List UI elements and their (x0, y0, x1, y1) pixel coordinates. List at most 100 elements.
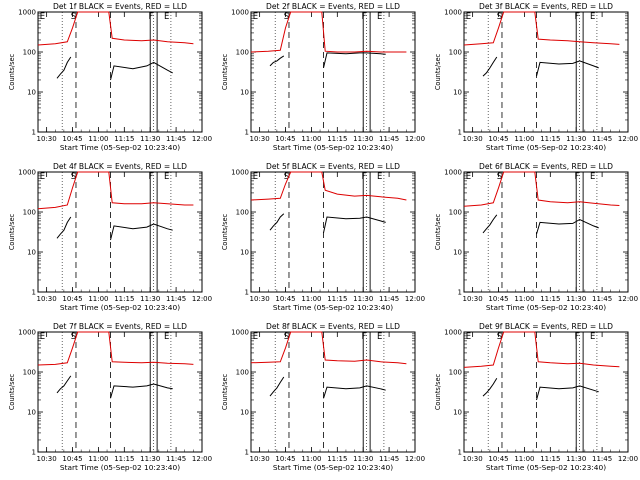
x-tick-label: 10:45 (275, 295, 295, 303)
x-tick-label: 12:00 (192, 455, 212, 463)
x-tick-label: 11:30 (353, 295, 373, 303)
region-label: E (377, 172, 382, 182)
x-tick-label: 11:45 (379, 455, 399, 463)
y-tick-label: 10 (240, 409, 249, 417)
x-tick-label: 11:45 (166, 455, 186, 463)
x-tick-label: 10:30 (250, 135, 270, 143)
series-line-lld (463, 331, 620, 368)
x-tick-label: 11:30 (353, 455, 373, 463)
x-tick-label: 11:00 (301, 455, 321, 463)
y-tick-label: 10 (240, 89, 249, 97)
x-axis-label: Start Time (05-Sep-02 10:23:40) (273, 143, 393, 152)
x-tick-label: 10:45 (275, 455, 295, 463)
plot-frame (463, 331, 629, 453)
x-tick-label: 11:30 (353, 135, 373, 143)
detector-panel: Det 4f BLACK = Events, RED = LLD 1 10 100 10… (0, 160, 213, 320)
detector-panel: Det 2f BLACK = Events, RED = LLD 1 10 100 10… (213, 0, 426, 160)
region-label: E (466, 172, 471, 182)
region-label: E (590, 332, 595, 342)
x-tick-label: 10:45 (62, 295, 82, 303)
region-label: E (253, 172, 258, 182)
series-line-lld (463, 171, 620, 207)
plot-frame (37, 331, 203, 453)
region-label: E (40, 332, 45, 342)
region-label: F (361, 172, 366, 182)
plot-frame (250, 331, 416, 453)
region-label: E (164, 12, 169, 22)
x-tick-label: 10:45 (488, 455, 508, 463)
region-label: S (497, 12, 502, 22)
region-label: S (497, 332, 502, 342)
detector-panel: Det 8f BLACK = Events, RED = LLD 1 10 100 10… (213, 320, 426, 480)
series-line-events (269, 52, 386, 69)
series-line-events (56, 375, 173, 399)
detector-chart: Det 9f BLACK = Events, RED = LLD 1 10 100 10… (434, 322, 638, 472)
x-tick-label: 11:45 (592, 455, 612, 463)
detector-panel: Det 6f BLACK = Events, RED = LLD 1 10 100 10… (426, 160, 639, 320)
y-tick-label: 1000 (231, 9, 249, 17)
region-label: S (284, 332, 289, 342)
x-tick-label: 12:00 (192, 295, 212, 303)
x-tick-label: 11:00 (514, 295, 534, 303)
region-label: E (377, 332, 382, 342)
detector-panel: Det 3f BLACK = Events, RED = LLD 1 10 100 10… (426, 0, 639, 160)
region-label: F (361, 12, 366, 22)
series-line-lld (463, 11, 620, 46)
series-line-lld (37, 331, 194, 366)
chart-title: Det 7f BLACK = Events, RED = LLD (53, 322, 187, 331)
plot-frame (463, 171, 629, 293)
x-tick-label: 11:15 (327, 295, 347, 303)
y-tick-label: 10 (27, 409, 36, 417)
region-label: E (40, 172, 45, 182)
detector-chart: Det 4f BLACK = Events, RED = LLD 1 10 100 10… (8, 162, 212, 312)
y-axis-label: Counts/sec (434, 53, 442, 90)
y-axis-label: Counts/sec (8, 213, 16, 250)
plot-frame (37, 171, 203, 293)
y-tick-label: 100 (23, 369, 36, 377)
region-label: S (71, 12, 76, 22)
series-line-events (269, 213, 386, 234)
x-tick-label: 10:30 (37, 135, 57, 143)
region-label: E (377, 12, 382, 22)
series-line-events (56, 56, 173, 81)
x-tick-label: 11:45 (379, 295, 399, 303)
region-label: F (574, 12, 579, 22)
x-tick-label: 11:00 (514, 455, 534, 463)
region-label: E (590, 12, 595, 22)
x-tick-label: 10:45 (62, 455, 82, 463)
series-line-lld (37, 171, 194, 210)
x-axis-label: Start Time (05-Sep-02 10:23:40) (60, 463, 180, 472)
plot-frame (37, 11, 203, 133)
x-axis-label: Start Time (05-Sep-02 10:23:40) (273, 463, 393, 472)
detector-chart: Det 7f BLACK = Events, RED = LLD 1 10 100 10… (8, 322, 212, 472)
x-axis-label: Start Time (05-Sep-02 10:23:40) (486, 303, 606, 312)
series-line-events (482, 56, 599, 77)
y-tick-label: 100 (23, 49, 36, 57)
x-tick-label: 10:30 (37, 455, 57, 463)
detector-panel: Det 9f BLACK = Events, RED = LLD 1 10 100 10… (426, 320, 639, 480)
chart-title: Det 8f BLACK = Events, RED = LLD (266, 322, 400, 331)
x-tick-label: 11:15 (540, 135, 560, 143)
y-axis-label: Counts/sec (221, 213, 229, 250)
x-tick-label: 10:45 (275, 135, 295, 143)
x-tick-label: 12:00 (618, 295, 638, 303)
y-tick-label: 1000 (18, 9, 36, 17)
x-tick-label: 10:30 (463, 455, 483, 463)
region-label: F (574, 332, 579, 342)
region-label: S (71, 172, 76, 182)
detector-panel: Det 1f BLACK = Events, RED = LLD 1 10 100 10… (0, 0, 213, 160)
x-tick-label: 11:00 (88, 295, 108, 303)
x-tick-label: 11:00 (88, 455, 108, 463)
y-axis-label: Counts/sec (221, 53, 229, 90)
x-tick-label: 11:30 (566, 295, 586, 303)
region-label: S (71, 332, 76, 342)
y-tick-label: 1 (32, 289, 36, 297)
region-label: E (590, 172, 595, 182)
plot-frame (250, 11, 416, 133)
region-label: E (40, 12, 45, 22)
x-tick-label: 12:00 (405, 295, 425, 303)
y-tick-label: 1000 (231, 169, 249, 177)
series-line-events (482, 377, 599, 401)
y-tick-label: 1000 (444, 329, 462, 337)
